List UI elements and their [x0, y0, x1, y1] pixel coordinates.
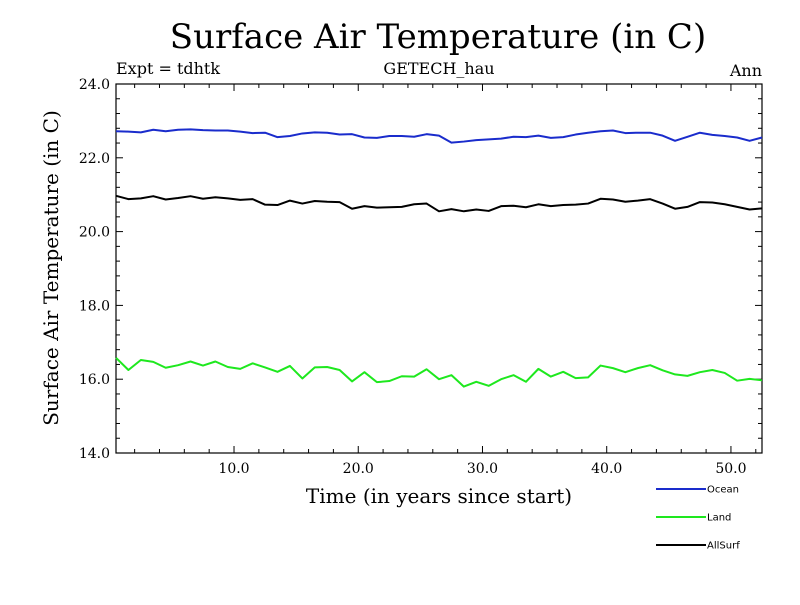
legend-label-allsurf: AllSurf: [707, 541, 740, 552]
y-tick-label: 22.0: [79, 151, 110, 167]
x-tick-label: 10.0: [218, 461, 249, 477]
y-tick-label: 14.0: [79, 446, 110, 462]
chart-subtitle-right: Ann: [729, 61, 762, 80]
plot-frame: [115, 83, 763, 454]
x-tick-label: 50.0: [715, 461, 746, 477]
plot-area: 10.0 20.0 30.0 40.0 50.0 14.0 16.0 18.0 20.0 22.0…: [79, 77, 763, 477]
y-tick-label: 16.0: [79, 372, 110, 388]
y-tick-label: 20.0: [79, 225, 110, 241]
x-tick-label: 40.0: [591, 461, 622, 477]
y-tick-label: 24.0: [79, 77, 110, 93]
legend-label-land: Land: [707, 513, 731, 524]
legend: Ocean Land AllSurf: [656, 485, 740, 552]
x-tick-label: 20.0: [343, 461, 374, 477]
legend-label-ocean: Ocean: [707, 485, 739, 496]
x-tick-label: 30.0: [467, 461, 498, 477]
chart-subtitle-center: GETECH_hau: [383, 59, 494, 78]
series-line-land: [115, 357, 763, 388]
x-axis-label: Time (in years since start): [306, 484, 572, 508]
chart-subtitle-left: Expt = tdhtk: [116, 59, 220, 78]
y-axis-label: Surface Air Temperature (in C): [39, 110, 63, 426]
series-line-ocean: [115, 128, 763, 144]
series-line-allsurf: [115, 194, 763, 213]
y-tick-label: 18.0: [79, 298, 110, 314]
chart-title: Surface Air Temperature (in C): [170, 17, 706, 57]
